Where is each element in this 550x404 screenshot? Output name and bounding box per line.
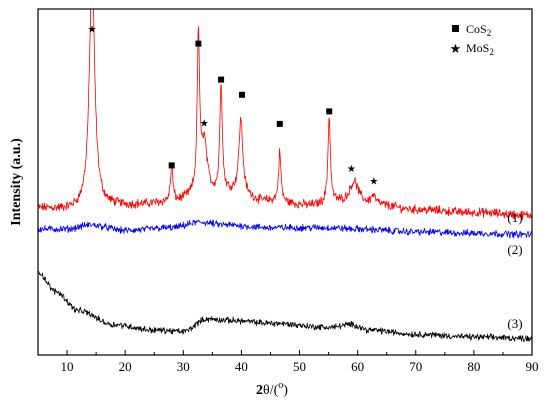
legend-star-marker: ★ (450, 42, 462, 57)
series-3-line (38, 270, 532, 342)
plot-frame (37, 8, 533, 356)
x-tick-label: 30 (177, 359, 190, 374)
mos2-peak-marker: ★ (88, 24, 97, 35)
series-1-line (38, 9, 532, 221)
cos2-peak-marker (195, 40, 202, 47)
mos2-peak-marker: ★ (369, 177, 378, 188)
cos2-peak-marker (218, 76, 225, 83)
x-tick-label: 90 (526, 359, 539, 374)
x-tick-label: 10 (61, 359, 74, 374)
series-2-line (38, 219, 532, 239)
peak-markers: ★ ★ ★ ★ (88, 24, 379, 187)
legend: CoS2 ★ MoS2 (450, 22, 494, 57)
x-tick-label: 50 (293, 359, 306, 374)
curve-label-2: (2) (507, 242, 522, 257)
cos2-peak-marker (326, 108, 333, 115)
legend-cos2: CoS2 (466, 22, 491, 38)
curve-label-3: (3) (507, 316, 522, 331)
curve-label-1: (1) (507, 210, 522, 225)
cos2-peak-marker (239, 91, 245, 98)
x-tick-label: 60 (351, 359, 364, 374)
x-axis: 10 20 30 40 50 60 70 80 90 (37, 350, 539, 374)
cos2-peak-marker (276, 120, 283, 127)
mos2-peak-marker: ★ (200, 119, 209, 130)
x-axis-title: 2θ/(o) (256, 380, 288, 398)
legend-square-marker (452, 25, 459, 32)
x-tick-label: 40 (235, 359, 248, 374)
series-layer (38, 9, 532, 342)
y-axis-title: Intensity (a.u.) (9, 138, 24, 226)
x-tick-label: 20 (119, 359, 132, 374)
x-tick-label: 80 (467, 359, 480, 374)
legend-mos2: MoS2 (466, 41, 494, 57)
cos2-peak-marker (168, 162, 175, 169)
x-tick-label: 70 (409, 359, 422, 374)
mos2-peak-marker: ★ (347, 164, 356, 175)
